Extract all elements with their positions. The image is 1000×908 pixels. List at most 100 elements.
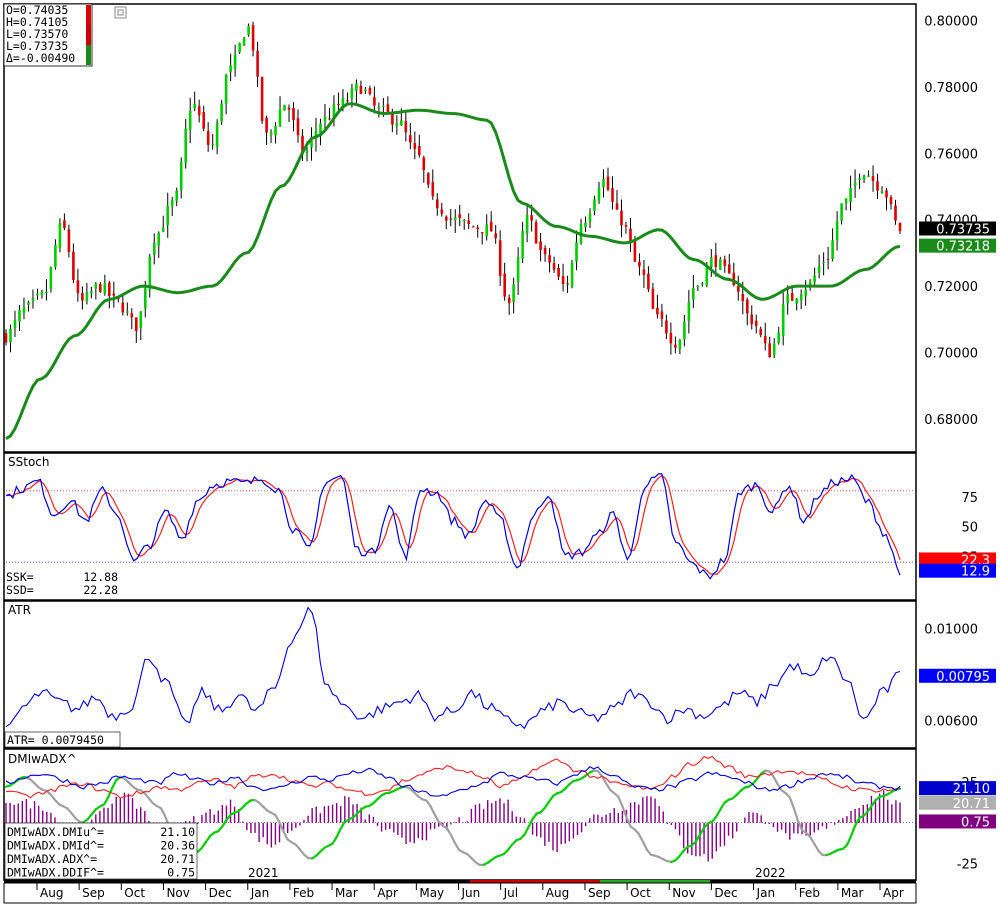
price-bar-body xyxy=(723,259,727,266)
price-bar-body xyxy=(233,54,237,69)
month-label: Feb xyxy=(293,886,314,900)
price-bar xyxy=(674,336,677,354)
price-bar-body xyxy=(45,291,48,294)
dmi-readout-label: DMIwADX.ADX^= xyxy=(7,852,97,866)
price-bar-body xyxy=(804,289,807,296)
price-bar-body xyxy=(278,109,282,126)
price-bar-body xyxy=(588,213,592,222)
price-bar-body xyxy=(687,301,691,321)
price-bar-body xyxy=(620,210,623,226)
price-bar xyxy=(862,174,866,184)
adx-segment xyxy=(102,796,110,806)
price-bar xyxy=(804,280,807,306)
price-bar-body xyxy=(606,176,610,190)
ssk-tag: 12.9 xyxy=(919,563,996,580)
price-bar xyxy=(584,216,587,233)
price-bar-body xyxy=(368,88,372,94)
adx-segment xyxy=(160,807,167,818)
price-bar-body xyxy=(561,276,565,284)
price-bar-body xyxy=(215,123,219,147)
price-bar xyxy=(799,289,803,310)
price-bar xyxy=(638,253,641,276)
price-bar xyxy=(166,192,169,238)
year-label: 2021 xyxy=(248,866,279,880)
price-bar-body xyxy=(166,205,169,226)
price-bar-body xyxy=(471,226,475,228)
price-bar-body xyxy=(359,85,363,94)
price-bar xyxy=(364,87,367,94)
ohlc-high: H=0.74105 xyxy=(6,15,68,29)
price-bar-body xyxy=(624,225,628,227)
panel-menu-icon[interactable] xyxy=(114,6,127,19)
price-bar-body xyxy=(386,104,390,113)
price-bar-body xyxy=(642,269,646,275)
price-bar-body xyxy=(418,146,421,156)
price-bar xyxy=(265,115,268,145)
price-bar-body xyxy=(445,216,448,221)
ohlc-open: O=0.74035 xyxy=(6,3,68,17)
price-bar-body xyxy=(355,83,358,91)
price-series xyxy=(4,21,902,440)
price-bar xyxy=(72,243,75,284)
atr-series xyxy=(5,606,901,730)
atr-panel xyxy=(3,600,917,749)
price-tick-label: 0.80000 xyxy=(924,15,978,30)
ssk-value: 12.88 xyxy=(83,570,118,584)
price-bar xyxy=(790,286,794,301)
ma-value-tag-text: 0.73218 xyxy=(936,240,990,255)
price-bar-body xyxy=(898,222,902,232)
price-bar xyxy=(471,225,475,228)
price-bar-body xyxy=(777,332,780,343)
price-bar xyxy=(31,289,35,309)
x-axis: Aug Sep Oct Nov Dec Jan Feb Mar Apr May Jun Jul Aug S… xyxy=(3,866,917,904)
price-bar xyxy=(440,202,444,217)
month-label: Aug xyxy=(40,886,63,900)
price-bar-body xyxy=(332,103,336,117)
price-bar xyxy=(148,253,152,298)
price-bar xyxy=(161,215,165,233)
price-bar-body xyxy=(485,224,488,237)
adx-segment xyxy=(870,799,877,808)
price-bar-body xyxy=(615,203,619,210)
price-bar xyxy=(763,322,767,351)
price-bar-body xyxy=(247,26,250,35)
price-bar xyxy=(885,187,888,211)
month-label: Nov xyxy=(672,886,695,900)
price-bar-body xyxy=(584,222,587,227)
price-bar-body xyxy=(283,104,286,111)
price-bar-body xyxy=(570,262,574,287)
price-bar xyxy=(494,224,497,244)
price-bar xyxy=(629,217,632,253)
price-bar xyxy=(332,95,336,127)
price-bar xyxy=(876,173,879,200)
price-bar-body xyxy=(512,284,515,302)
price-bar-body xyxy=(507,297,511,304)
adx-segment xyxy=(221,818,228,828)
price-bar-body xyxy=(103,283,107,294)
adx-segment xyxy=(543,800,551,810)
price-bar xyxy=(319,118,322,146)
adx-segment xyxy=(204,834,212,844)
price-bar xyxy=(13,310,17,338)
price-bar xyxy=(692,274,695,309)
price-bar xyxy=(624,221,628,234)
price-bar-body xyxy=(269,132,273,136)
price-bar-body xyxy=(759,328,762,335)
price-bar-body xyxy=(4,333,8,343)
month-label: May xyxy=(419,886,444,900)
price-bar xyxy=(184,119,187,169)
adx-segment xyxy=(547,794,555,803)
adx-segment xyxy=(625,816,632,828)
price-bar-body xyxy=(72,251,75,280)
price-bar-body xyxy=(831,240,834,259)
price-bar-body xyxy=(826,259,830,261)
adx-segment xyxy=(866,805,873,814)
month-label: Jun xyxy=(461,886,481,900)
price-bar xyxy=(283,104,286,111)
price-bar xyxy=(687,289,691,334)
dmid-line xyxy=(5,755,901,799)
price-bar-body xyxy=(413,143,417,149)
price-bar xyxy=(45,279,48,301)
price-bar xyxy=(238,42,241,55)
price-bar xyxy=(871,165,875,192)
